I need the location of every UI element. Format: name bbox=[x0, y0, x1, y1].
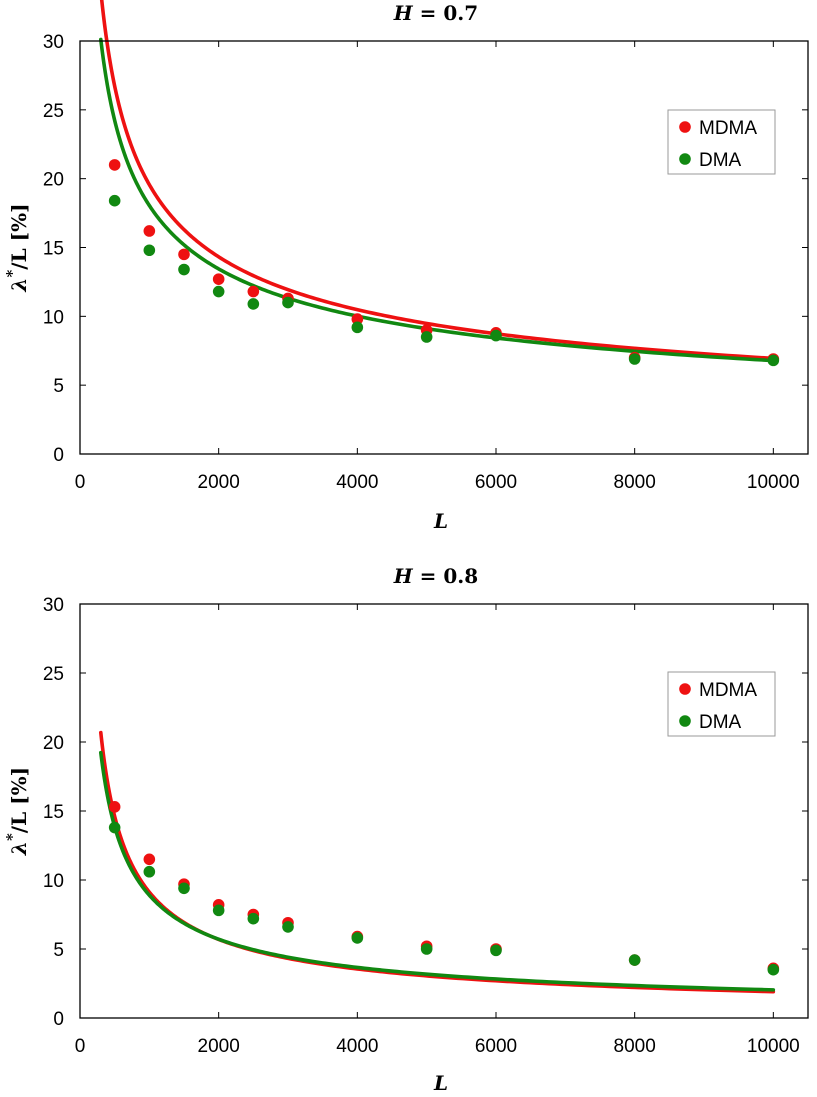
y-tick-label: 15 bbox=[43, 239, 64, 260]
data-point-dma bbox=[178, 882, 190, 895]
legend-label-mdma: MDMA bbox=[699, 680, 757, 701]
chart-title: H = 0.8 bbox=[393, 564, 478, 588]
x-tick-label: 0 bbox=[75, 1036, 86, 1057]
x-tick-label: 2000 bbox=[198, 472, 240, 493]
plot-area bbox=[79, 603, 809, 1019]
chart-title: H = 0.7 bbox=[393, 1, 478, 25]
fit-curve-dma bbox=[99, 37, 776, 363]
y-tick-label: 30 bbox=[43, 32, 64, 53]
data-point-dma bbox=[628, 954, 641, 966]
x-tick-label: 2000 bbox=[198, 1036, 240, 1057]
data-point-dma bbox=[143, 865, 156, 878]
y-label-greek: λ bbox=[7, 278, 31, 293]
data-point-mdma bbox=[247, 285, 260, 298]
x-tick-label: 4000 bbox=[336, 1036, 378, 1057]
x-tick-label: 0 bbox=[75, 472, 86, 493]
y-label-star: * bbox=[3, 833, 21, 841]
title-value: = 0.8 bbox=[413, 564, 478, 588]
fit-curve-mdma bbox=[99, 0, 776, 361]
data-point-dma bbox=[247, 912, 260, 925]
fit-curve-mdma bbox=[99, 730, 776, 994]
y-tick-label: 5 bbox=[53, 376, 64, 397]
y-tick-label: 20 bbox=[43, 170, 64, 191]
y-tick-label: 25 bbox=[43, 101, 64, 122]
y-label-rest: /L [%] bbox=[7, 767, 31, 833]
legend-marker-dma bbox=[679, 715, 691, 727]
data-point-dma bbox=[108, 821, 121, 834]
data-point-dma bbox=[767, 354, 780, 367]
data-point-mdma bbox=[143, 853, 156, 866]
data-point-mdma bbox=[351, 313, 364, 325]
y-label-greek: λ bbox=[7, 841, 31, 856]
x-tick-label: 8000 bbox=[614, 472, 656, 493]
data-point-dma bbox=[490, 329, 502, 342]
x-axis-label: L bbox=[433, 1071, 448, 1095]
data-point-mdma bbox=[212, 273, 225, 285]
data-point-dma bbox=[178, 263, 190, 276]
data-point-mdma bbox=[178, 248, 190, 261]
data-point-mdma bbox=[108, 801, 121, 813]
title-value: = 0.7 bbox=[413, 1, 478, 25]
title-variable: H bbox=[393, 564, 414, 588]
legend-marker-dma bbox=[679, 153, 691, 165]
x-axis-label: L bbox=[433, 509, 448, 533]
x-tick-label: 6000 bbox=[475, 472, 517, 493]
y-tick-label: 0 bbox=[53, 445, 64, 466]
data-point-dma bbox=[212, 285, 225, 298]
y-label-star: * bbox=[3, 270, 21, 278]
data-point-mdma bbox=[143, 225, 156, 237]
data-point-dma bbox=[420, 943, 433, 955]
data-point-dma bbox=[212, 904, 225, 917]
x-tick-label: 8000 bbox=[614, 1036, 656, 1057]
y-tick-label: 5 bbox=[53, 940, 64, 961]
data-point-dma bbox=[351, 321, 364, 334]
data-point-dma bbox=[108, 194, 121, 207]
x-tick-label: 6000 bbox=[475, 1036, 517, 1057]
x-tick-label: 4000 bbox=[336, 472, 378, 493]
y-tick-label: 20 bbox=[43, 733, 64, 754]
x-tick-label: 10000 bbox=[747, 472, 800, 493]
legend-marker-mdma bbox=[679, 683, 691, 695]
data-point-dma bbox=[351, 932, 364, 944]
y-label-rest: /L [%] bbox=[7, 203, 31, 269]
y-axis-label: λ*/L [%] bbox=[3, 767, 31, 856]
data-point-dma bbox=[247, 298, 260, 310]
legend-marker-mdma bbox=[679, 121, 691, 133]
data-point-dma bbox=[143, 244, 156, 257]
y-tick-label: 10 bbox=[43, 307, 64, 328]
y-axis-label: λ*/L [%] bbox=[3, 203, 31, 292]
legend-label-mdma: MDMA bbox=[699, 118, 757, 139]
data-point-dma bbox=[282, 921, 294, 933]
data-point-dma bbox=[767, 963, 780, 976]
legend-label-dma: DMA bbox=[699, 712, 742, 733]
chart-panel-h08: H = 0.8 0 2000 4000 6000 8000 10000 0 5 10 15 20 25 3… bbox=[3, 564, 809, 1095]
y-tick-label: 10 bbox=[43, 871, 64, 892]
y-tick-label: 30 bbox=[43, 595, 64, 616]
y-tick-label: 15 bbox=[43, 802, 64, 823]
y-tick-label: 25 bbox=[43, 664, 64, 685]
title-variable: H bbox=[393, 1, 414, 25]
fit-curve-dma bbox=[99, 750, 776, 992]
chart-panel-h07: H = 0.7 0 2000 4000 6000 8000 10000 0 5 10 15 20 25 3… bbox=[3, 0, 809, 533]
data-point-dma bbox=[628, 353, 641, 365]
plot-area bbox=[79, 40, 809, 455]
x-tick-label: 10000 bbox=[747, 1036, 800, 1057]
data-point-dma bbox=[282, 296, 294, 309]
legend-label-dma: DMA bbox=[699, 150, 742, 171]
data-point-mdma bbox=[108, 159, 121, 171]
data-point-dma bbox=[420, 331, 433, 343]
y-tick-label: 0 bbox=[53, 1009, 64, 1030]
data-point-dma bbox=[490, 944, 502, 957]
